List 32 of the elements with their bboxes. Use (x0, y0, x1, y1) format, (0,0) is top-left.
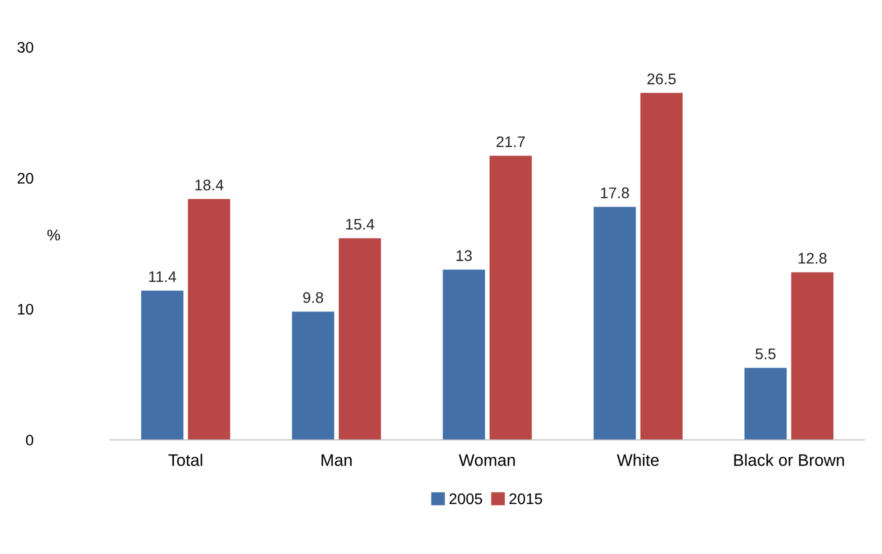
x-tick-label: Total (168, 454, 202, 466)
data-label: 17.8 (601, 187, 629, 198)
data-label: 21.7 (496, 136, 525, 148)
bar (338, 238, 381, 440)
y-tick-label: 10 (18, 304, 34, 315)
bar (791, 272, 834, 440)
data-label: 26.5 (647, 74, 676, 84)
data-label: 9.8 (303, 292, 324, 303)
legend-label: 2015 (509, 493, 542, 504)
bar (490, 156, 532, 440)
y-axis-title: % (47, 230, 60, 240)
x-tick-label: Woman (458, 454, 515, 466)
data-label: 13 (456, 250, 472, 262)
bar (141, 290, 184, 440)
legend-label: 2005 (450, 493, 482, 504)
data-label: 15.4 (346, 219, 374, 230)
y-tick-label: 20 (18, 172, 34, 184)
bar (188, 198, 230, 440)
x-tick-label: Black or Brown (734, 454, 844, 466)
data-label: 11.4 (149, 271, 176, 282)
bar (594, 206, 636, 440)
data-label: 5.5 (756, 348, 776, 360)
bar (292, 312, 334, 440)
y-tick-label: 0 (26, 434, 34, 446)
bar (442, 270, 486, 440)
x-tick-label: Man (322, 454, 352, 466)
data-label: 18.4 (195, 180, 224, 190)
y-tick-label: 30 (17, 42, 34, 53)
x-tick-label: White (616, 454, 659, 466)
data-label: 12.8 (798, 252, 827, 264)
bar (744, 368, 787, 440)
bar (640, 92, 683, 440)
